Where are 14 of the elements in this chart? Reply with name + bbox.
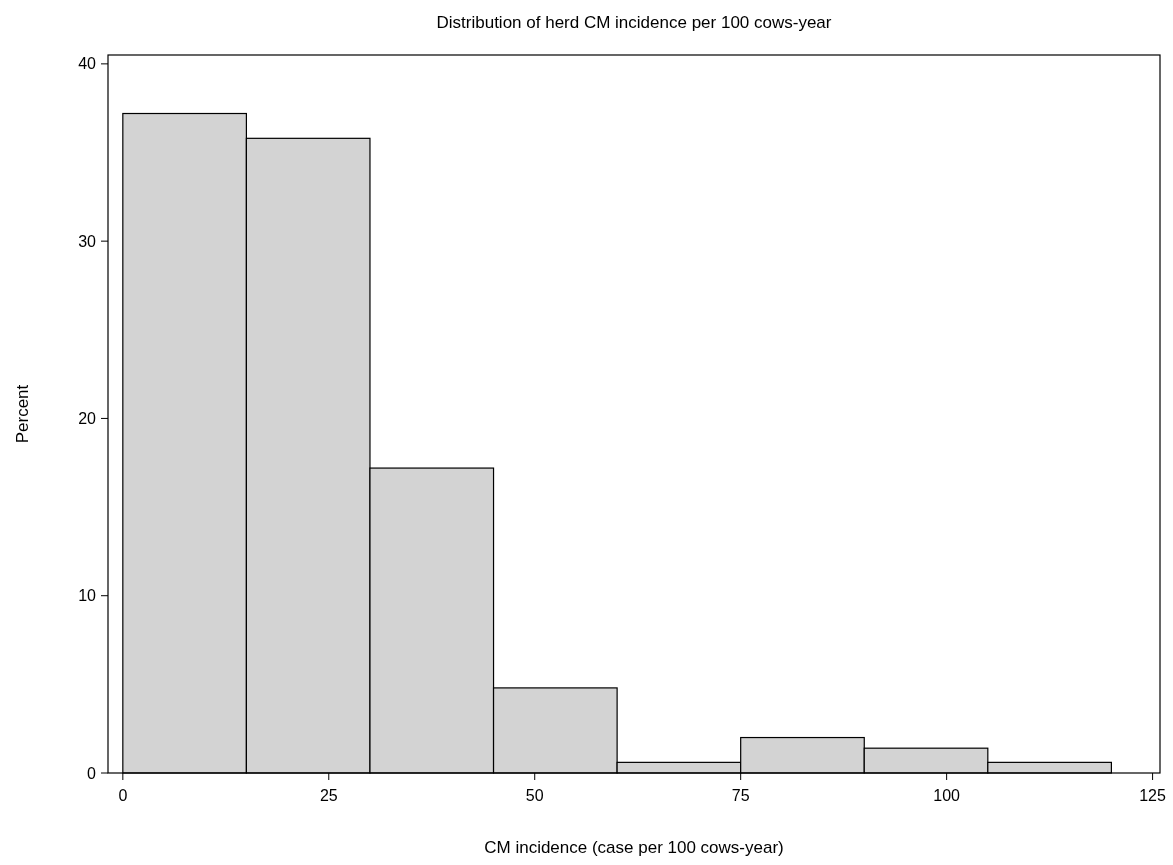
y-axis-title: Percent: [13, 384, 32, 444]
y-tick-label: 40: [78, 55, 97, 73]
y-tick-label: 30: [78, 232, 97, 250]
chart-title: Distribution of herd CM incidence per 100 cows-year: [436, 13, 832, 32]
x-tick-label: 125: [1139, 787, 1167, 804]
x-axis-title: CM incidence (case per 100 cows-year): [484, 838, 784, 857]
x-tick-label: 100: [933, 787, 961, 804]
y-tick-label: 0: [87, 764, 97, 782]
y-tick-label: 20: [78, 410, 97, 428]
x-tick-label: 25: [319, 787, 338, 804]
x-tick-label: 0: [118, 787, 128, 804]
x-tick-label: 75: [731, 787, 750, 804]
x-tick-label: 50: [525, 787, 544, 804]
y-tick-label: 10: [78, 587, 97, 605]
